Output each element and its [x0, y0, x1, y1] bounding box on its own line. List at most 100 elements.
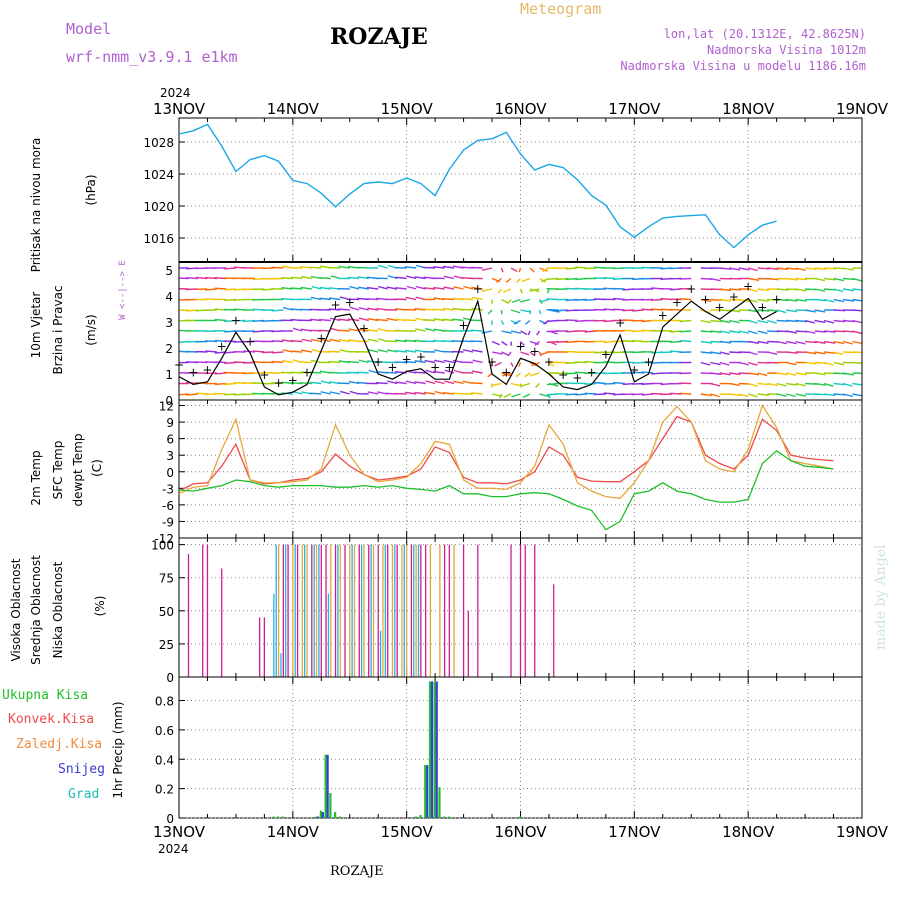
- wind-barb: [443, 286, 455, 290]
- gust-marker: +: [217, 340, 227, 354]
- gust-marker: +: [444, 360, 454, 374]
- coords-label: lon,lat (20.1312E, 42.8625N): [664, 27, 866, 41]
- wind-barb: [767, 267, 779, 270]
- wind-barb: [471, 286, 483, 290]
- wind-barb: [757, 340, 769, 345]
- wind-barb: [535, 383, 540, 388]
- wind-barb: [795, 267, 806, 272]
- wind-barb: [404, 339, 417, 343]
- wind-barb: [823, 340, 836, 344]
- wind-barb: [319, 297, 331, 301]
- x-tick-label-top: 16NOV: [494, 100, 547, 118]
- gust-marker: +: [430, 360, 440, 374]
- wind-barb: [842, 298, 855, 302]
- wind-barb: [214, 287, 227, 290]
- wind-barb: [347, 318, 360, 322]
- wind-barb: [565, 267, 578, 270]
- wind-barb: [575, 371, 587, 374]
- wind-barb: [491, 351, 503, 355]
- wind-barb: [757, 382, 770, 386]
- wind-barb: [823, 298, 835, 303]
- wind-barb: [386, 349, 398, 353]
- gust-marker: +: [658, 308, 668, 322]
- wind-barb: [511, 393, 521, 398]
- wind-barb: [405, 391, 417, 395]
- cloud-ytick-label: 50: [159, 605, 174, 619]
- wind-barb: [271, 351, 284, 354]
- wind-barb: [776, 340, 787, 345]
- wind-barb: [387, 380, 398, 385]
- wind-barb: [795, 382, 806, 387]
- wind-barb: [767, 277, 779, 281]
- wind-barb: [497, 288, 503, 294]
- wind-barb: [329, 338, 341, 343]
- wind-barb: [433, 318, 445, 322]
- wind-barb: [852, 361, 862, 364]
- wind-barb: [700, 351, 713, 354]
- wind-barb: [700, 298, 712, 303]
- wind-barb: [442, 265, 455, 269]
- wind-barb: [738, 330, 750, 334]
- wind-ytick-label: 2: [165, 342, 173, 356]
- wind-barb: [546, 288, 550, 294]
- wind-barb: [501, 330, 512, 334]
- wind-barb: [842, 393, 854, 398]
- wind-barb: [366, 329, 379, 332]
- gust-marker: +: [288, 373, 298, 387]
- wind-barb: [330, 317, 341, 322]
- wind-barb: [395, 339, 407, 343]
- wind-barb: [603, 382, 616, 385]
- wind-barb: [766, 351, 778, 355]
- x-tick-label-bottom: 15NOV: [381, 823, 434, 841]
- page-title: ROZAJE: [330, 24, 428, 50]
- wind-barb: [833, 288, 844, 293]
- wind-barb: [710, 361, 721, 366]
- wind-barb: [520, 351, 530, 356]
- wind-barb: [494, 361, 502, 367]
- wind-barb: [776, 309, 787, 314]
- precip-bar: [433, 681, 436, 818]
- wind-barb: [179, 331, 180, 332]
- wind-barb: [738, 267, 750, 271]
- wind-barb: [776, 298, 789, 302]
- wind-barb: [406, 275, 417, 280]
- wind-barb: [786, 267, 798, 270]
- wind-barb: [776, 288, 789, 291]
- wind-barb: [320, 391, 331, 395]
- wind-barb: [433, 286, 445, 290]
- wind-barb: [710, 319, 722, 323]
- wind-barb: [823, 277, 836, 281]
- wind-barb: [453, 380, 464, 385]
- wind-barb: [329, 391, 341, 395]
- wind-barb: [747, 267, 758, 272]
- precip-legend-freezing: Zaledj.Kisa: [16, 737, 102, 752]
- wind-barb: [290, 287, 303, 290]
- wind-barb: [511, 298, 521, 304]
- wind-barb: [195, 276, 208, 280]
- wind-barb: [603, 277, 616, 280]
- wind-barb: [804, 330, 816, 334]
- gust-marker: +: [274, 376, 284, 390]
- wind-barb: [785, 372, 797, 376]
- wind-barb: [805, 267, 817, 270]
- wind-barb: [593, 393, 606, 396]
- temp-ytick-label: -3: [162, 482, 174, 496]
- wind-barb: [434, 380, 445, 385]
- wind-barb: [516, 278, 521, 283]
- wind-barb: [842, 382, 853, 387]
- wind-barb: [520, 382, 531, 387]
- cloud-ylabel-3: Niska Oblacnost: [51, 561, 65, 658]
- gust-marker: +: [672, 295, 682, 309]
- gust-marker: +: [416, 350, 426, 364]
- cloud-ytick-label: 25: [159, 638, 174, 652]
- wind-barb: [318, 277, 331, 280]
- wind-barb: [710, 393, 720, 398]
- wind-barb: [524, 372, 531, 378]
- gust-marker: +: [729, 290, 739, 304]
- year-bottom: 2024: [158, 842, 189, 856]
- wind-barb: [515, 372, 521, 378]
- wind-barb: [471, 296, 483, 301]
- wind-barb: [565, 277, 578, 281]
- wind-barb: [622, 340, 635, 343]
- wind-barb: [757, 393, 770, 397]
